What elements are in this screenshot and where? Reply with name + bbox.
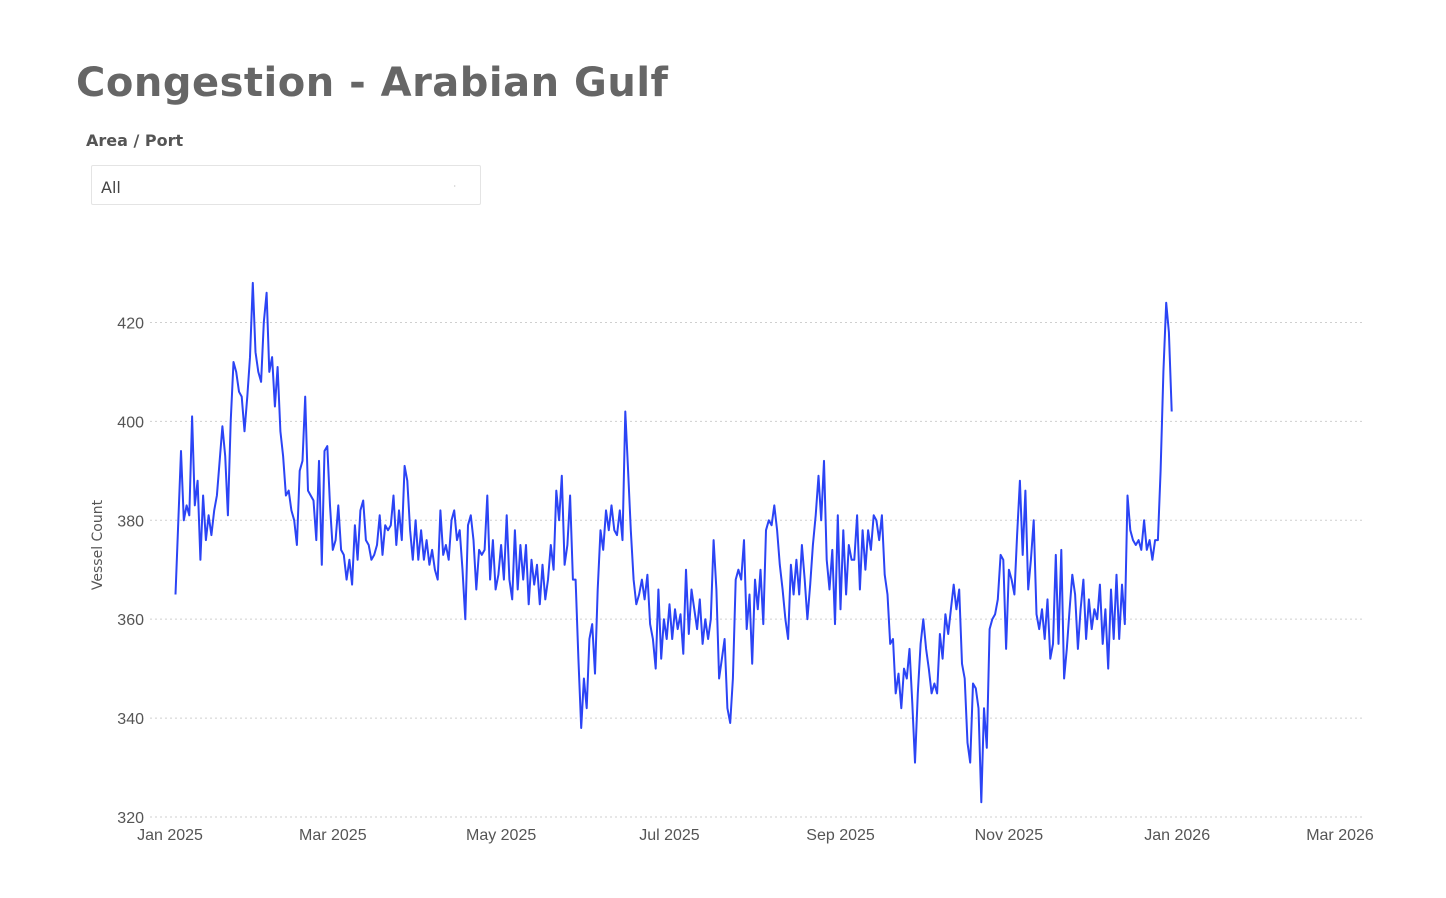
y-tick-label: 360: [117, 612, 144, 629]
y-tick-label: 380: [117, 513, 144, 530]
x-tick-label: Mar 2026: [1306, 827, 1374, 844]
y-axis-title: Vessel Count: [90, 499, 106, 590]
series: [174, 281, 1173, 804]
y-axis: 320 340 360 380 400 420: [117, 315, 144, 827]
x-tick-label: Sep 2025: [806, 827, 875, 844]
chevron-down-icon: ·: [453, 182, 456, 191]
x-tick-label: Jul 2025: [639, 827, 700, 844]
x-tick-label: Nov 2025: [975, 827, 1044, 844]
y-tick-label: 340: [117, 711, 144, 728]
gridlines: [150, 321, 1362, 818]
y-tick-label: 320: [117, 810, 144, 827]
area-port-slicer[interactable]: All ·: [91, 165, 481, 205]
x-tick-label: Jan 2025: [137, 827, 203, 844]
slicer-label: Area / Port: [86, 131, 184, 150]
page-title: Congestion - Arabian Gulf: [76, 60, 669, 106]
slicer-selected-value: All: [101, 178, 121, 197]
x-tick-label: Jan 2026: [1144, 827, 1210, 844]
y-tick-label: 400: [117, 414, 144, 431]
y-tick-label: 420: [117, 315, 144, 332]
x-tick-label: Mar 2025: [299, 827, 367, 844]
x-axis: Jan 2025 Mar 2025 May 2025 Jul 2025 Sep 2025…: [137, 827, 1374, 844]
series-line: [174, 281, 1173, 804]
x-tick-label: May 2025: [466, 827, 536, 844]
